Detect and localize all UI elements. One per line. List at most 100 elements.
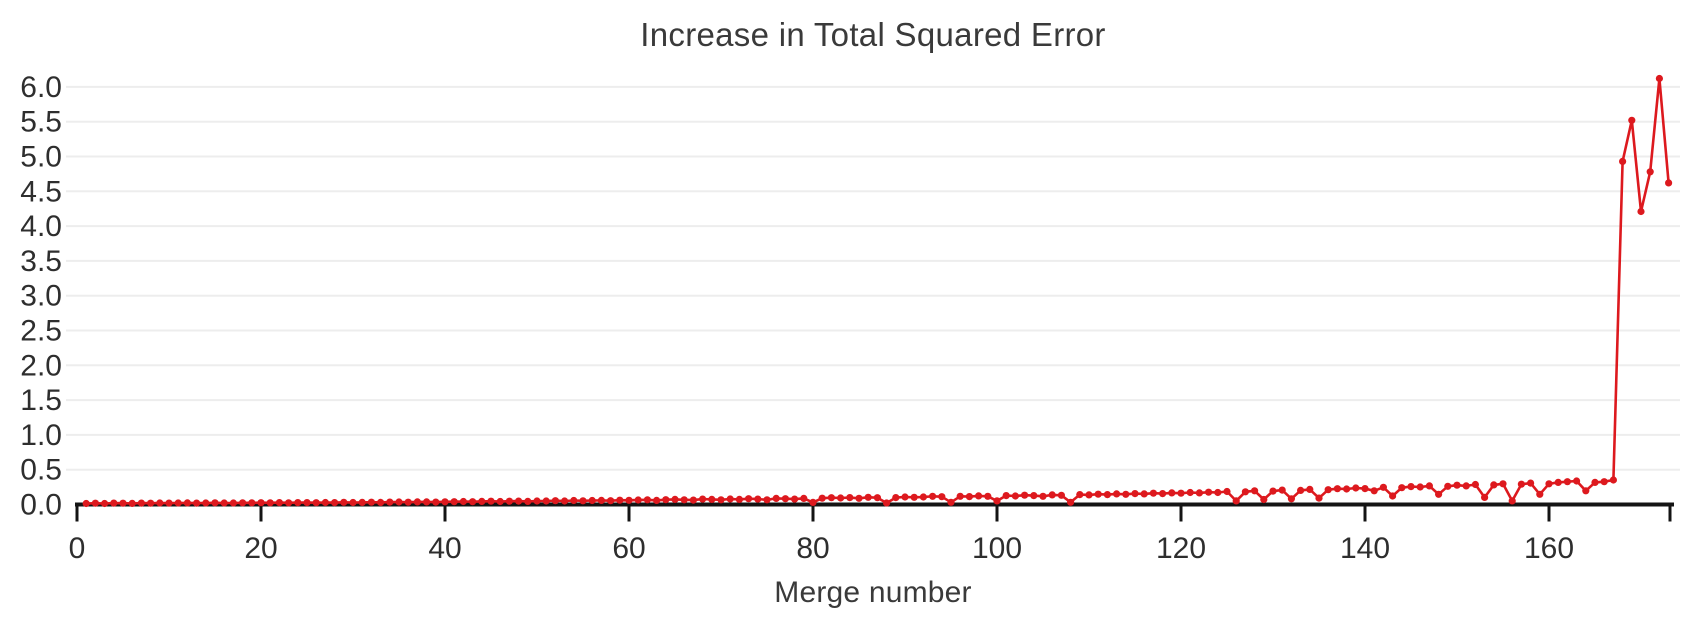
- data-point: [1232, 497, 1240, 505]
- data-point: [1637, 207, 1645, 216]
- data-point: [1407, 483, 1415, 491]
- data-point: [975, 492, 983, 500]
- data-point: [653, 496, 661, 504]
- data-point: [303, 499, 311, 507]
- data-point: [717, 496, 725, 504]
- data-point: [423, 498, 431, 506]
- data-point: [708, 495, 716, 503]
- data-point: [1536, 490, 1544, 498]
- data-point: [892, 494, 900, 502]
- data-point: [542, 497, 550, 505]
- data-point: [174, 499, 182, 507]
- data-point: [1076, 491, 1084, 499]
- data-point: [110, 499, 118, 507]
- y-tick-label: 4.5: [20, 175, 62, 208]
- data-point: [1398, 484, 1406, 492]
- data-point: [377, 498, 385, 506]
- data-point: [754, 495, 762, 503]
- data-point: [1122, 490, 1130, 498]
- data-point: [275, 499, 283, 507]
- data-point: [515, 497, 523, 505]
- data-point: [1287, 495, 1295, 503]
- data-point: [1490, 481, 1498, 489]
- data-point: [248, 499, 256, 507]
- data-point: [772, 494, 780, 502]
- data-point: [1039, 492, 1047, 500]
- data-point: [883, 499, 891, 507]
- data-point: [699, 495, 707, 503]
- x-tick-label: 20: [244, 532, 277, 565]
- data-point: [570, 496, 578, 505]
- data-point: [680, 496, 688, 504]
- x-tick-label: 80: [796, 532, 829, 565]
- data-point: [1297, 486, 1305, 494]
- data-point: [1269, 487, 1277, 495]
- data-point: [579, 497, 587, 505]
- y-tick-label: 3.0: [20, 280, 62, 313]
- chart-title: Increase in Total Squared Error: [640, 16, 1106, 53]
- data-point: [1554, 478, 1562, 486]
- data-point: [1048, 491, 1056, 499]
- y-tick-label: 2.0: [20, 349, 62, 382]
- data-point: [340, 498, 348, 506]
- data-point: [1002, 492, 1010, 500]
- data-point: [1149, 489, 1157, 497]
- y-tick-label: 3.5: [20, 245, 62, 278]
- data-point: [1600, 478, 1608, 486]
- data-point: [984, 492, 992, 500]
- x-tick-label: 160: [1524, 532, 1574, 565]
- data-point: [505, 497, 513, 505]
- data-point: [855, 494, 863, 502]
- data-point: [818, 494, 826, 502]
- data-point: [496, 497, 504, 506]
- data-point: [763, 496, 771, 504]
- data-point: [561, 497, 569, 505]
- data-point: [193, 499, 201, 507]
- data-point: [1067, 498, 1075, 506]
- data-point: [266, 499, 274, 507]
- data-point: [119, 499, 127, 507]
- data-point: [1094, 490, 1102, 498]
- data-point: [1453, 481, 1461, 489]
- data-point: [229, 499, 237, 507]
- data-point: [147, 499, 155, 507]
- data-point: [1389, 492, 1397, 500]
- data-point: [1103, 491, 1111, 499]
- data-point: [367, 498, 375, 506]
- data-point: [1030, 492, 1038, 500]
- data-point: [459, 497, 467, 506]
- data-point: [956, 492, 964, 500]
- data-point: [735, 495, 744, 503]
- data-point: [1591, 478, 1599, 486]
- data-point: [625, 496, 633, 504]
- data-point: [257, 499, 265, 507]
- data-point: [404, 498, 412, 506]
- data-point: [1563, 478, 1571, 486]
- data-point: [1573, 477, 1581, 485]
- data-point: [993, 497, 1001, 505]
- data-point: [597, 496, 606, 504]
- data-point: [1223, 487, 1231, 496]
- data-point: [551, 497, 560, 505]
- data-point: [1609, 476, 1617, 484]
- data-point: [1195, 489, 1203, 497]
- data-point: [1343, 485, 1351, 493]
- data-point: [101, 499, 109, 508]
- data-point: [1315, 494, 1323, 502]
- data-point: [220, 499, 228, 507]
- data-point: [616, 496, 624, 504]
- data-point: [358, 498, 366, 506]
- data-point: [413, 498, 421, 506]
- data-point: [321, 498, 329, 507]
- data-point: [919, 493, 928, 501]
- data-point: [1131, 490, 1139, 498]
- data-point: [607, 497, 615, 505]
- data-point: [809, 498, 817, 506]
- data-point: [1278, 486, 1286, 494]
- y-tick-label: 6.0: [20, 71, 62, 104]
- y-tick-label: 0.0: [20, 489, 62, 522]
- data-point: [800, 494, 808, 502]
- data-point: [312, 499, 320, 507]
- data-point: [183, 499, 191, 507]
